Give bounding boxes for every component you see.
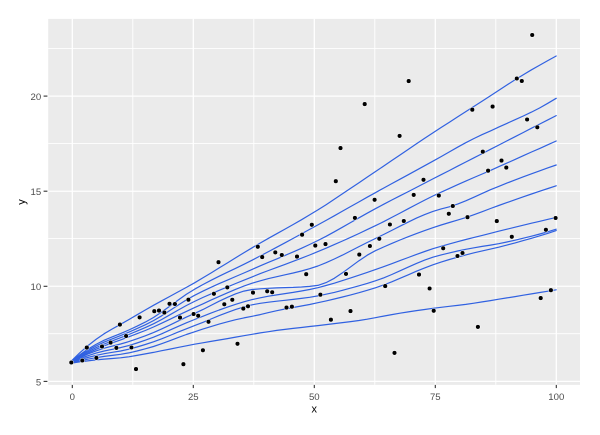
- svg-text:15: 15: [31, 187, 42, 198]
- svg-text:100: 100: [548, 392, 564, 403]
- svg-text:x: x: [312, 404, 318, 416]
- svg-text:0: 0: [70, 392, 75, 403]
- svg-text:50: 50: [309, 392, 320, 403]
- svg-text:75: 75: [430, 392, 441, 403]
- svg-text:25: 25: [188, 392, 199, 403]
- svg-text:y: y: [16, 199, 28, 205]
- svg-text:10: 10: [31, 282, 42, 293]
- svg-text:20: 20: [31, 92, 42, 103]
- svg-text:5: 5: [36, 377, 41, 388]
